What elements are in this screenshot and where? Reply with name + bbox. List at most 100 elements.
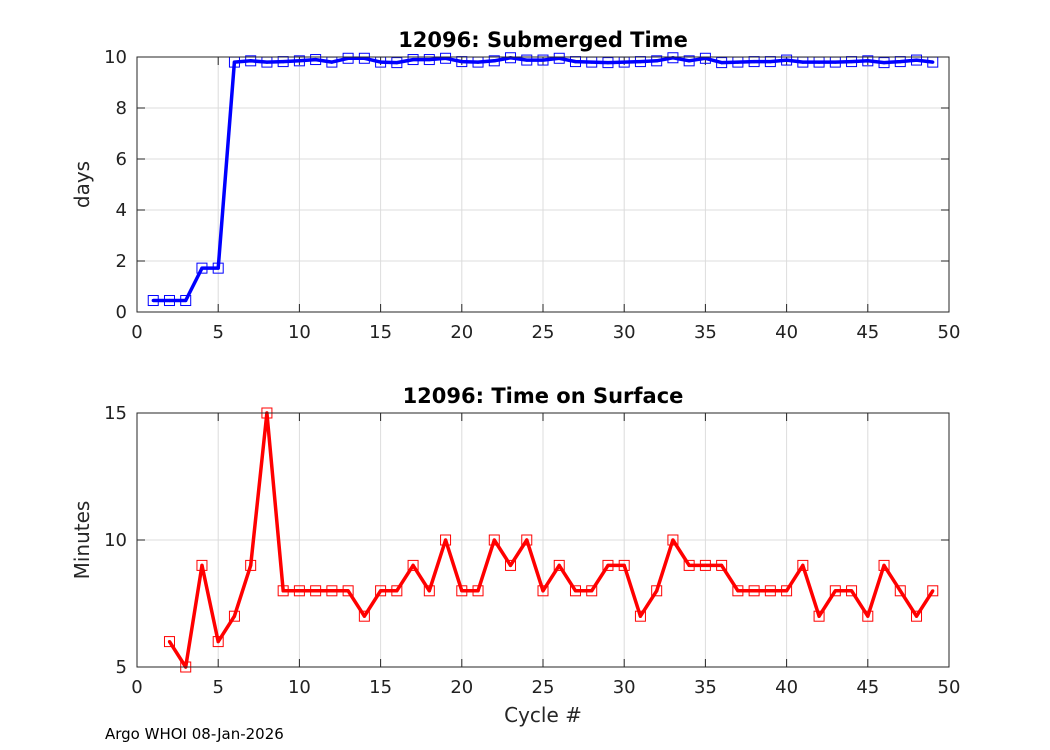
data-point-dot <box>817 614 821 618</box>
submerged-time-chart: 0 5 10 15 20 25 30 35 40 45 50 0 2 4 6 8 10 12096: Submer… <box>70 28 960 343</box>
data-point-dot <box>265 60 269 64</box>
data-point-marker <box>553 52 565 64</box>
data-point-marker <box>212 636 224 648</box>
y-tick-label: 4 <box>116 200 127 221</box>
data-point-marker <box>829 585 841 597</box>
data-point-dot <box>655 59 659 63</box>
data-point-dot <box>200 563 204 568</box>
data-point-marker <box>716 57 728 69</box>
data-point-dot <box>849 589 854 593</box>
data-point-marker <box>180 295 192 307</box>
data-point-marker <box>358 52 370 64</box>
data-point-dot <box>866 59 870 63</box>
data-point-marker <box>163 636 175 648</box>
data-point-dot <box>460 589 464 593</box>
data-point-dot <box>882 61 886 65</box>
data-point-dot <box>785 58 789 62</box>
data-point-dot <box>525 58 529 62</box>
x-tick-label: 30 <box>613 677 636 698</box>
data-point-marker <box>781 54 793 66</box>
data-point-dot <box>882 563 886 568</box>
data-point-dot <box>655 589 659 593</box>
data-point-dot <box>411 563 415 568</box>
data-point-dot <box>508 563 513 568</box>
axes-box <box>136 56 950 313</box>
data-point-dot <box>898 589 902 593</box>
data-point-dot <box>573 59 578 64</box>
data-point-marker <box>683 55 695 67</box>
data-point-dot <box>232 614 237 618</box>
x-tick-label: 5 <box>212 677 223 698</box>
data-point-marker <box>423 54 435 66</box>
data-point-marker <box>602 57 614 69</box>
data-point-dot <box>606 563 610 568</box>
data-point-dot <box>492 59 496 63</box>
data-point-dot <box>720 61 724 65</box>
data-point-dot <box>736 60 740 64</box>
data-point-marker <box>440 534 452 546</box>
data-point-marker <box>699 559 711 571</box>
footer-credit: Argo WHOI 08-Jan-2026 <box>105 725 284 743</box>
data-point-marker <box>862 55 874 67</box>
data-point-dot <box>687 563 691 568</box>
x-tick-label: 0 <box>131 322 142 343</box>
data-point-marker <box>505 52 517 64</box>
data-point-dot <box>167 640 172 644</box>
data-point-marker <box>911 54 923 66</box>
data-point-dot <box>151 298 155 303</box>
data-point-marker <box>699 52 711 64</box>
data-point-dot <box>443 538 448 542</box>
data-point-dot <box>752 59 756 64</box>
data-point-marker <box>293 55 305 67</box>
y-tick-label: 5 <box>116 657 127 678</box>
data-point-dot <box>638 614 643 618</box>
data-point-marker <box>391 57 403 69</box>
y-axis-label: Minutes <box>70 501 94 580</box>
x-tick-label: 35 <box>694 322 717 343</box>
data-point-dot <box>768 589 772 593</box>
data-point-dot <box>411 57 415 62</box>
x-tick-label: 50 <box>938 322 961 343</box>
data-point-marker <box>667 534 679 546</box>
data-point-marker <box>716 559 728 571</box>
data-point-marker <box>196 559 208 571</box>
data-point-marker <box>472 585 484 597</box>
data-point-marker <box>277 585 289 597</box>
data-point-dot <box>249 563 253 568</box>
data-point-dot <box>200 266 204 270</box>
data-point-marker <box>391 585 403 597</box>
series-line <box>168 411 935 669</box>
data-point-dot <box>833 589 837 593</box>
data-point-dot <box>216 640 220 644</box>
data-point-dot <box>330 589 334 593</box>
data-point-marker <box>586 585 598 597</box>
data-point-marker <box>212 262 224 274</box>
data-point-marker <box>326 585 338 597</box>
data-point-dot <box>379 589 383 593</box>
data-point-marker <box>732 585 744 597</box>
data-point-dot <box>476 60 480 64</box>
y-tick-label: 2 <box>116 251 127 272</box>
data-point-marker <box>781 585 793 597</box>
data-point-dot <box>622 563 626 568</box>
data-point-dot <box>541 58 545 62</box>
data-point-dot <box>720 563 724 568</box>
data-point-dot <box>330 60 334 64</box>
data-point-marker <box>407 54 419 66</box>
x-tick-label: 10 <box>288 677 311 698</box>
data-point-dot <box>590 589 594 593</box>
x-tick-label: 5 <box>212 322 223 343</box>
data-point-marker <box>651 585 663 597</box>
data-point-dot <box>297 59 301 63</box>
data-point-marker <box>862 610 874 622</box>
data-point-dot <box>622 60 626 64</box>
y-tick-label: 6 <box>116 149 127 170</box>
y-tick-label: 0 <box>116 302 127 323</box>
data-point-dot <box>525 538 529 542</box>
data-point-marker <box>310 585 322 597</box>
data-point-marker <box>878 57 890 69</box>
data-point-marker <box>894 585 906 597</box>
data-point-dot <box>931 589 935 593</box>
